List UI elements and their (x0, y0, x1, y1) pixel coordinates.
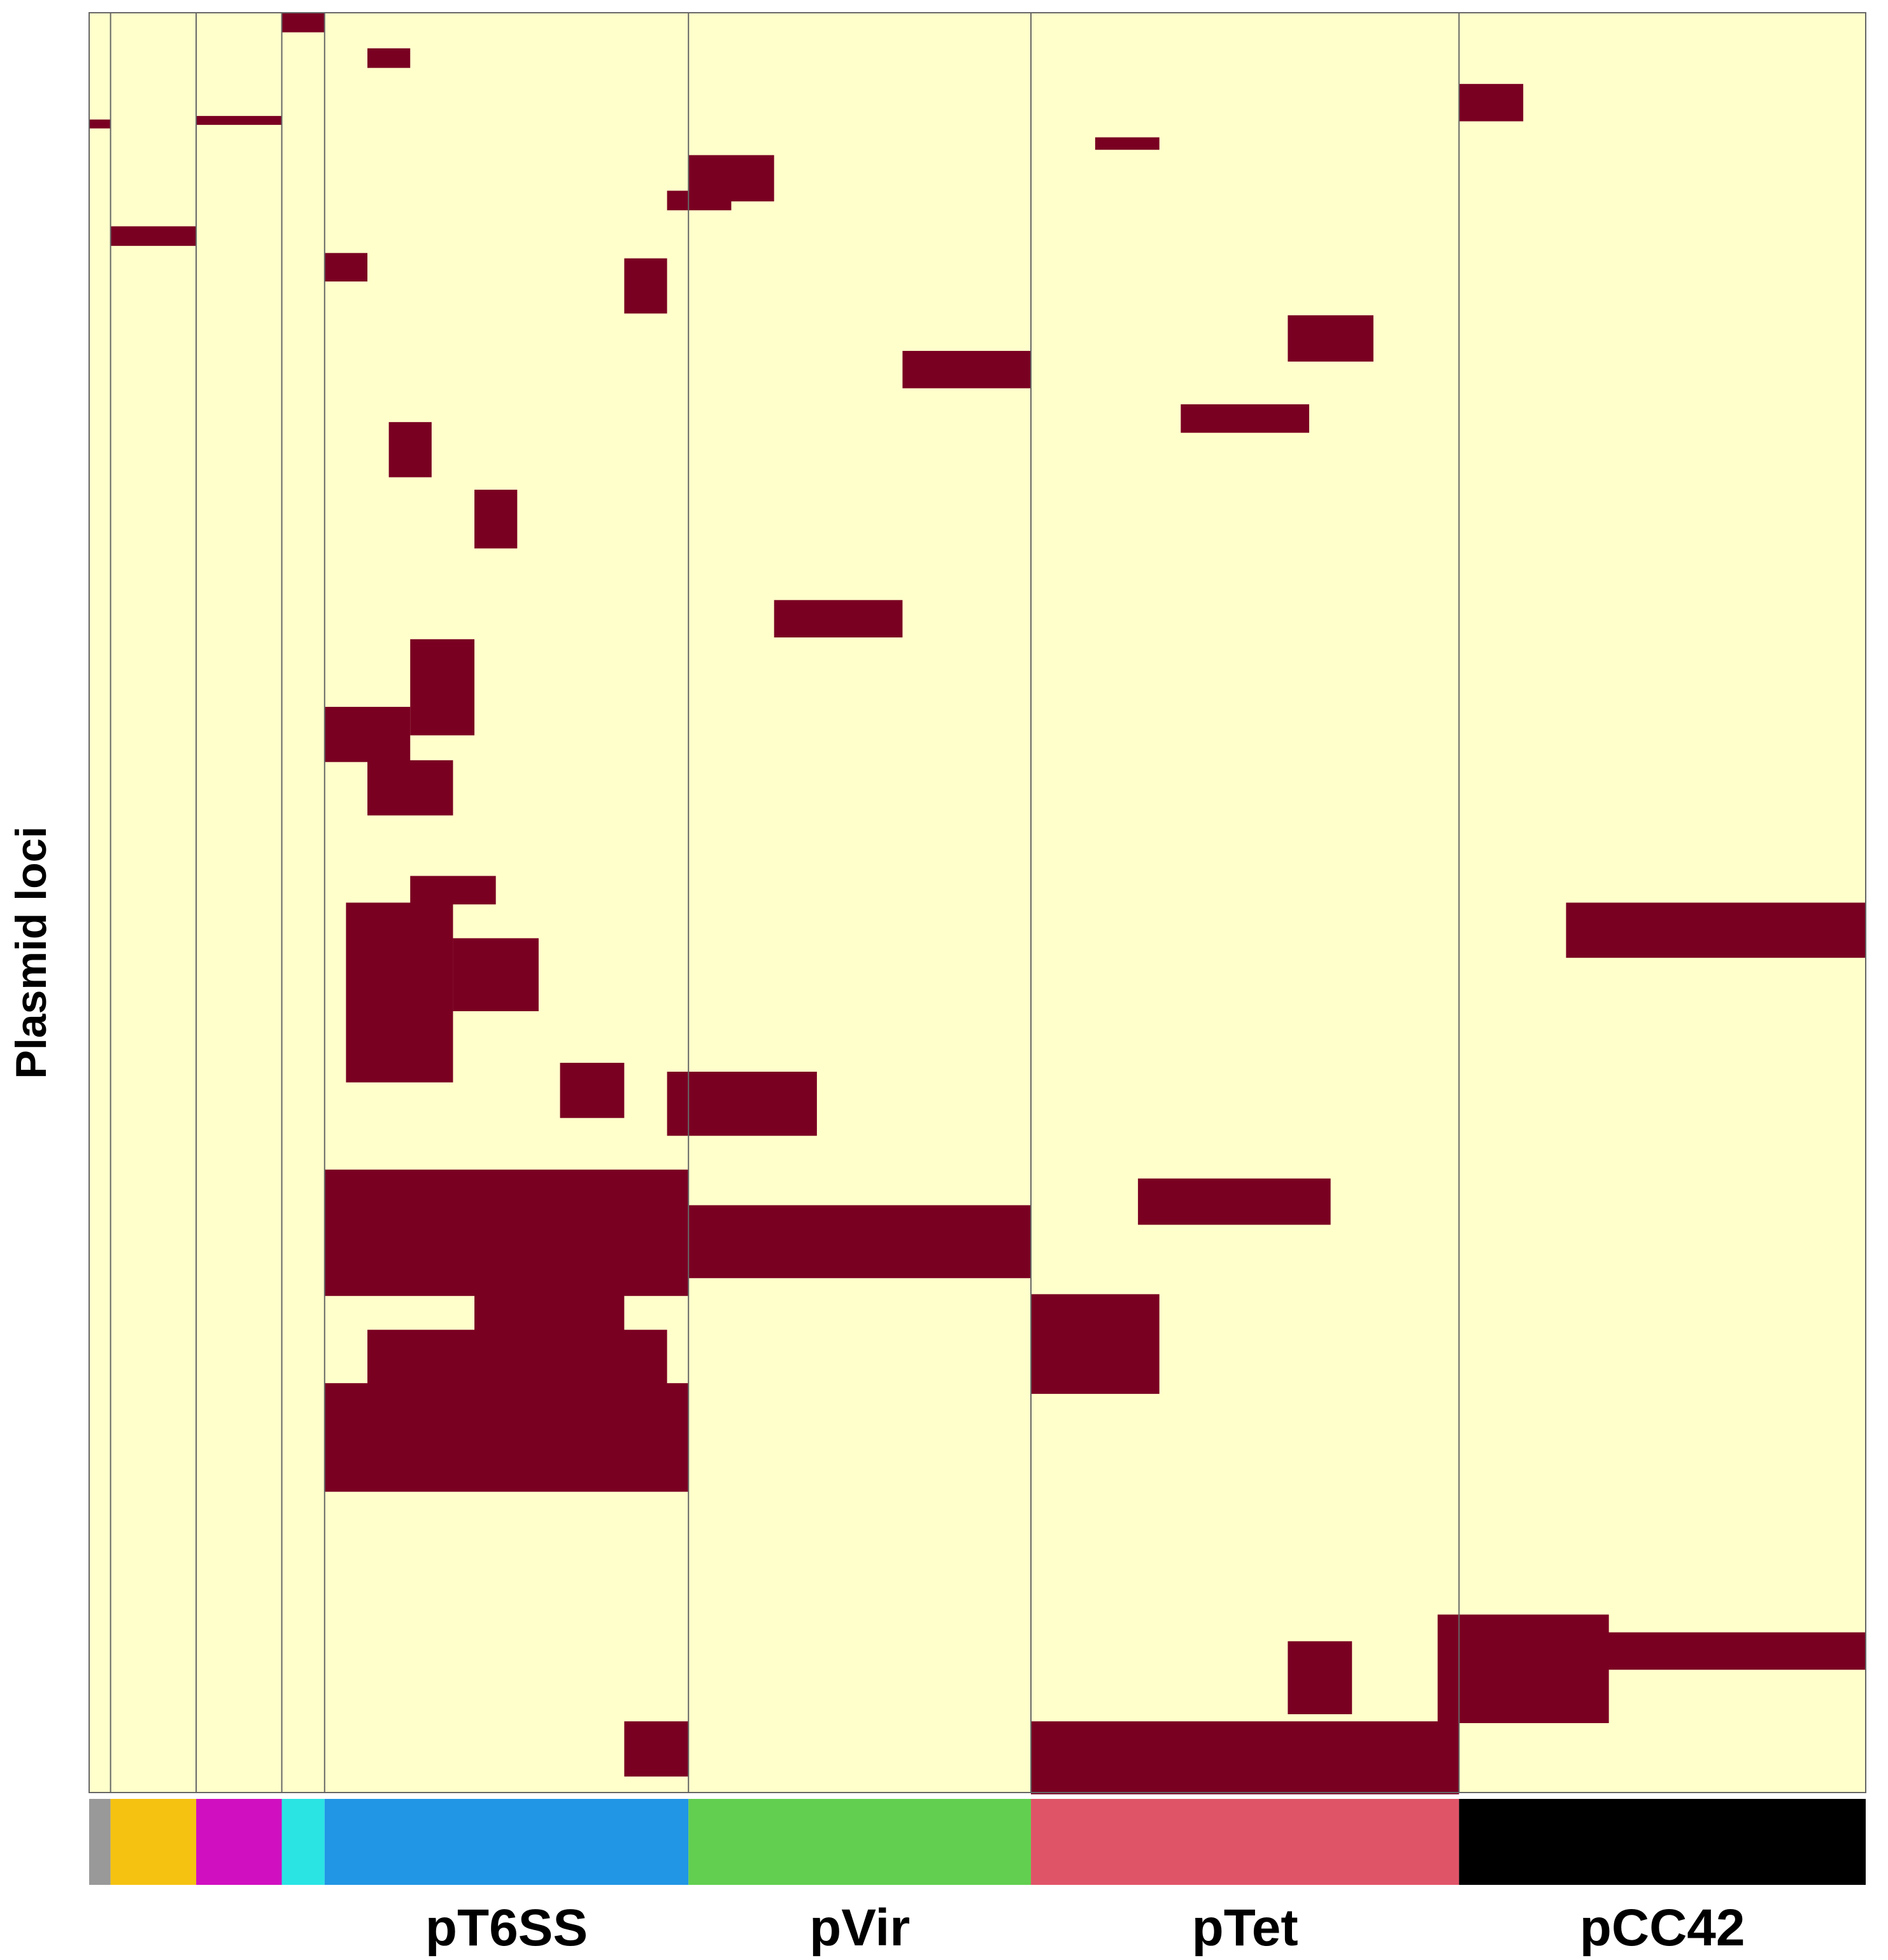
presence-cell (1459, 83, 1524, 122)
group-band-pvir (688, 1799, 1032, 1885)
presence-cell (281, 13, 325, 32)
presence-cell (1288, 315, 1373, 362)
presence-cell (367, 48, 411, 68)
presence-cell (902, 351, 1032, 388)
presence-cell (1095, 137, 1160, 150)
presence-cell (324, 1383, 689, 1492)
presence-cell (453, 938, 539, 1011)
presence-cell (346, 902, 453, 1083)
presence-cell (474, 1249, 625, 1332)
presence-cell (1437, 1614, 1609, 1723)
presence-cell (1587, 1632, 1866, 1670)
presence-cell (410, 876, 496, 905)
heatmap-cells (89, 13, 1866, 1794)
group-band-group-3 (196, 1799, 282, 1885)
presence-cell (667, 1072, 817, 1136)
presence-cell (774, 600, 903, 638)
presence-cell (1031, 1294, 1160, 1394)
presence-cell (474, 490, 518, 549)
presence-cell (367, 1330, 667, 1385)
presence-cell (388, 422, 432, 478)
y-axis-label: Plasmid loci (7, 827, 55, 1079)
group-label-pvir: pVir (809, 1899, 910, 1957)
group-band-group-1 (89, 1799, 111, 1885)
group-dividers (89, 12, 1866, 1793)
heatmap-frame (89, 12, 1866, 1793)
group-band-pt6ss (324, 1799, 689, 1885)
group-label-pcc42: pCC42 (1580, 1899, 1745, 1957)
group-band-group-4 (281, 1799, 325, 1885)
group-label-pt6ss: pT6SS (425, 1899, 588, 1957)
presence-cell (410, 639, 475, 735)
presence-cell (1181, 404, 1310, 433)
presence-cell (667, 190, 732, 211)
presence-cell (1138, 1178, 1331, 1225)
presence-cell (1288, 1641, 1352, 1715)
presence-cell (1031, 1721, 1459, 1794)
presence-cell (196, 116, 282, 125)
presence-cell (1566, 902, 1866, 958)
presence-cell (89, 119, 111, 129)
presence-cell (667, 1205, 1032, 1279)
group-color-band (89, 1799, 1866, 1885)
group-band-group-2 (110, 1799, 197, 1885)
group-labels: pT6SS pVir pTet pCC42 (425, 1899, 1745, 1957)
presence-cell (624, 1721, 689, 1777)
presence-cell (624, 258, 667, 314)
presence-cell (324, 707, 411, 762)
group-band-ptet (1031, 1799, 1459, 1885)
presence-cell (110, 226, 197, 246)
group-band-pcc42 (1459, 1799, 1866, 1885)
presence-cell (367, 760, 453, 816)
presence-cell (560, 1063, 625, 1118)
presence-cell (324, 253, 367, 282)
group-label-ptet: pTet (1192, 1899, 1298, 1957)
